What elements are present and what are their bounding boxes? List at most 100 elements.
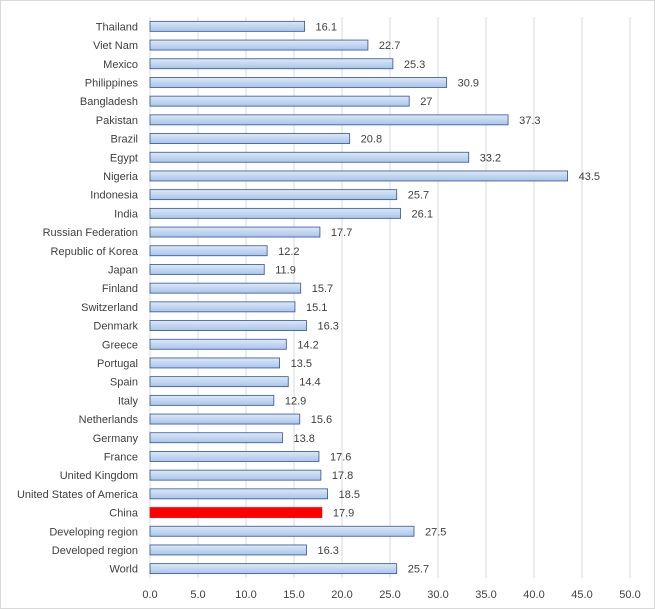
value-label: 12.2: [278, 246, 299, 258]
bar: [149, 245, 268, 257]
value-label: 25.7: [408, 564, 429, 576]
category-label: France: [104, 451, 138, 463]
bar: [149, 338, 287, 350]
x-tick-label: 50.0: [619, 589, 640, 601]
category-label: Japan: [108, 264, 138, 276]
category-label: Egypt: [110, 152, 138, 164]
bar: [149, 394, 275, 406]
bar: [149, 376, 289, 388]
category-label: Russian Federation: [43, 227, 138, 239]
x-tick-label: 30.0: [427, 589, 448, 601]
category-label: Finland: [102, 283, 138, 295]
value-label: 15.7: [312, 283, 333, 295]
value-label: 25.7: [408, 190, 429, 202]
value-label: 25.3: [404, 59, 425, 71]
value-label: 16.3: [317, 321, 338, 333]
bar: [149, 469, 322, 481]
category-label: Germany: [93, 433, 139, 445]
x-tick-label: 20.0: [331, 589, 352, 601]
bar: [149, 432, 283, 444]
bar: [149, 58, 394, 70]
x-tick-label: 35.0: [475, 589, 496, 601]
value-label: 17.8: [332, 470, 353, 482]
bar: [149, 301, 296, 313]
labels: 0.0 5.0 10.0 15.0 20.0 25.0 30.0 35.0 40.0 45.0 50…: [17, 21, 641, 601]
x-tick-label: 25.0: [379, 589, 400, 601]
category-label: Thailand: [96, 21, 138, 33]
bars: [149, 20, 569, 575]
value-label: 15.6: [311, 414, 332, 426]
value-label: 26.1: [412, 208, 433, 220]
bar: [149, 451, 320, 462]
bar: [149, 20, 305, 32]
bar: [149, 151, 470, 163]
category-label: United Kingdom: [60, 470, 138, 482]
value-label: 37.3: [519, 115, 540, 127]
x-tick-label: 15.0: [283, 589, 304, 601]
bar: [149, 264, 265, 275]
bar: [149, 170, 569, 182]
category-label: Nigeria: [103, 171, 139, 183]
value-label: 12.9: [285, 395, 306, 407]
bar: [149, 413, 301, 425]
category-label: Philippines: [85, 77, 139, 89]
category-label: United States of America: [17, 489, 139, 501]
value-label: 16.3: [317, 545, 338, 557]
bar: [149, 133, 351, 144]
bar: [149, 207, 401, 219]
value-label: 14.4: [299, 377, 320, 389]
value-label: 30.9: [458, 77, 479, 89]
category-label: Greece: [102, 339, 138, 351]
value-label: 20.8: [361, 134, 382, 146]
value-label: 17.9: [333, 508, 354, 520]
value-label: 15.1: [306, 302, 327, 314]
bar: [149, 226, 321, 238]
category-label: Pakistan: [96, 115, 138, 127]
category-label: Italy: [118, 395, 139, 407]
category-label: Netherlands: [79, 414, 139, 426]
value-label: 33.2: [480, 152, 501, 164]
gridlines: [149, 17, 631, 578]
value-label: 22.7: [379, 40, 400, 52]
x-tick-label: 5.0: [190, 589, 205, 601]
category-label: Brazil: [110, 134, 138, 146]
bar: [149, 282, 302, 294]
value-label: 27.5: [425, 526, 446, 538]
x-tick-label: 45.0: [571, 589, 592, 601]
category-label: Developed region: [52, 545, 138, 557]
category-label: Viet Nam: [93, 40, 138, 52]
value-label: 13.5: [291, 358, 312, 370]
bar: [149, 95, 410, 107]
value-label: 17.6: [330, 451, 351, 463]
category-label: Switzerland: [81, 302, 138, 314]
value-label: 13.8: [293, 433, 314, 445]
value-label: 18.5: [339, 489, 360, 501]
category-label: Bangladesh: [80, 96, 138, 108]
x-tick-label: 40.0: [523, 589, 544, 601]
category-label: Indonesia: [90, 190, 139, 202]
value-label: 11.9: [275, 264, 296, 276]
x-tick-label: 0.0: [142, 589, 157, 601]
bar: [149, 189, 398, 201]
category-label: Mexico: [103, 59, 138, 71]
bar: [149, 563, 398, 575]
value-label: 14.2: [297, 339, 318, 351]
value-label: 16.1: [316, 21, 337, 33]
bar: [149, 77, 448, 88]
x-tick-label: 10.0: [235, 589, 256, 601]
value-label: 27: [420, 96, 432, 108]
bar-highlight: [149, 507, 323, 518]
category-label: India: [114, 208, 139, 220]
category-label: Spain: [110, 377, 138, 389]
category-label: China: [109, 508, 139, 520]
bar: [149, 357, 281, 369]
category-label: Republic of Korea: [51, 246, 139, 258]
value-label: 43.5: [579, 171, 600, 183]
bar: [149, 544, 307, 556]
category-label: Portugal: [97, 358, 138, 370]
bar: [149, 320, 307, 331]
bar: [149, 114, 509, 126]
category-label: World: [109, 564, 138, 576]
